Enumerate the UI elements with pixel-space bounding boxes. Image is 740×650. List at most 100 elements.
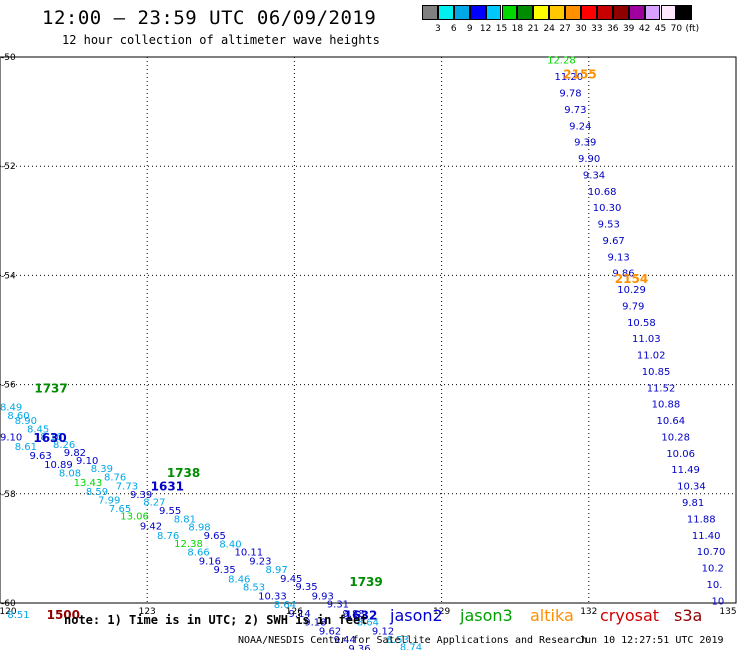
color-scale-label: 33 [591, 24, 603, 34]
wave-height-value: 10.29 [617, 285, 646, 296]
wave-height-value: 9.34 [583, 170, 605, 181]
color-scale-label: 24 [543, 24, 555, 34]
color-scale-label: 9 [466, 24, 473, 34]
wave-height-value: 8.39 [91, 464, 113, 475]
longitude-tick-label: 126 [286, 607, 303, 617]
color-scale-label: 3 [435, 24, 441, 34]
wave-height-value: 11.02 [637, 351, 666, 362]
wave-height-value: 10.2 [702, 564, 724, 575]
latitude-tick-label: -52 [1, 162, 16, 172]
color-scale-label: 42 [638, 24, 651, 34]
wave-height-value: 8.97 [265, 565, 287, 576]
wave-height-value: 11.40 [692, 531, 721, 542]
wave-height-value: 10.58 [627, 318, 656, 329]
legend-satellite-altika: altika [530, 606, 574, 625]
wave-height-value: 8.64 [357, 618, 379, 629]
longitude-tick-label: 129 [433, 607, 450, 617]
wave-height-value: 8.45 [27, 424, 49, 435]
wave-height-value: 9.36 [348, 644, 370, 650]
wave-height-value: 13.43 [74, 478, 103, 489]
wave-height-value: 8.53 [243, 583, 265, 594]
color-swatch [437, 5, 454, 20]
wave-height-value: 9.88 [342, 609, 364, 620]
wave-height-value: 8.40 [219, 539, 241, 550]
color-swatch [644, 5, 661, 20]
wave-height-value: 10.28 [661, 432, 690, 443]
wave-height-value: 12.28 [547, 56, 576, 67]
wave-height-value: 11.88 [687, 514, 716, 525]
latitude-tick-label: -50 [1, 53, 16, 63]
color-swatch [565, 5, 581, 20]
wave-height-value: 9.14 [289, 609, 311, 620]
wave-height-value: 9.39 [574, 138, 596, 149]
color-scale-label: 39 [622, 24, 635, 34]
wave-height-value: 10 [711, 596, 724, 607]
color-scale-label: 27 [559, 24, 571, 34]
wave-height-value: 8.26 [53, 440, 75, 451]
pass-time-label: 1737 [34, 381, 67, 395]
color-swatch [453, 5, 470, 20]
wave-height-value: 9.39 [130, 490, 152, 501]
wave-height-values: 8.498.608.908.458.168.269.829.108.398.76… [0, 56, 725, 650]
wave-height-value: 10.70 [697, 547, 726, 558]
wave-height-value: 9.62 [319, 626, 341, 637]
color-swatch [501, 5, 518, 20]
wave-height-value: 8.74 [400, 643, 422, 650]
wave-height-value: 9.16 [199, 556, 221, 567]
wave-height-value: 9.45 [280, 574, 302, 585]
wave-height-value: 8.81 [174, 514, 196, 525]
latitude-tick-label: -56 [1, 381, 16, 391]
wave-height-value: 9.35 [213, 565, 235, 576]
wave-height-value: 9.10 [76, 456, 98, 467]
wave-height-value: 9.23 [249, 556, 271, 567]
wave-height-value: 8.08 [59, 469, 81, 480]
wave-height-value: 9.53 [598, 220, 620, 231]
pass-time-label: 1631 [151, 480, 184, 494]
color-scale-label: 18 [511, 24, 524, 34]
wave-height-value: 9.93 [312, 591, 334, 602]
wave-height-value: 8.49 [0, 402, 22, 413]
color-scale-label: 30 [575, 24, 587, 34]
color-swatch [549, 5, 566, 20]
wave-height-value: 9.31 [327, 600, 349, 611]
wave-height-value: 11.03 [632, 334, 661, 345]
wave-height-value: 9.79 [622, 301, 644, 312]
pass-time-label: 1738 [167, 466, 200, 480]
page-title: 12:00 — 23:59 UTC 06/09/2019 [42, 7, 377, 29]
wave-height-value: 10. [707, 580, 723, 591]
wave-height-value: 9.65 [204, 531, 226, 542]
wave-height-value: 10.11 [235, 548, 264, 559]
pass-time-label: 2154 [615, 272, 648, 286]
wave-height-value: 11.20 [554, 72, 583, 83]
wave-height-value: 10.06 [666, 449, 695, 460]
wave-height-value: 9.18 [304, 618, 326, 629]
color-scale-label: 45 [654, 24, 667, 34]
wave-height-value: 9.90 [578, 154, 600, 165]
color-swatch [612, 5, 629, 20]
map-grid [0, 57, 736, 603]
wave-height-value: 7.73 [116, 482, 138, 493]
wave-height-value: 10.64 [657, 416, 686, 427]
wave-height-value: 8.61 [15, 442, 37, 453]
wave-height-value: 8.66 [187, 548, 209, 559]
wave-height-value: 10.30 [593, 203, 622, 214]
color-scale-label: 21 [527, 24, 540, 34]
wave-height-value: 11.52 [647, 383, 676, 394]
wave-height-value: 7.65 [109, 504, 131, 515]
longitude-tick-label: 135 [719, 607, 736, 617]
longitude-tick-label: 123 [139, 607, 156, 617]
wave-height-value: 9.12 [372, 626, 394, 637]
pass-time-label: 1630 [33, 431, 66, 445]
color-swatch [422, 5, 438, 20]
wave-height-value: 10.34 [677, 482, 706, 493]
wave-height-value: 9.55 [159, 506, 181, 517]
color-swatch [517, 5, 534, 20]
wave-height-value: 10.89 [44, 460, 73, 471]
wave-height-value: 8.76 [104, 472, 126, 483]
wave-height-value: 9.86 [612, 269, 634, 280]
color-swatch [533, 5, 550, 20]
wave-height-value: 10.88 [652, 400, 681, 411]
wave-height-value: 9.44 [334, 635, 356, 646]
color-scale-label: 12 [479, 24, 492, 34]
